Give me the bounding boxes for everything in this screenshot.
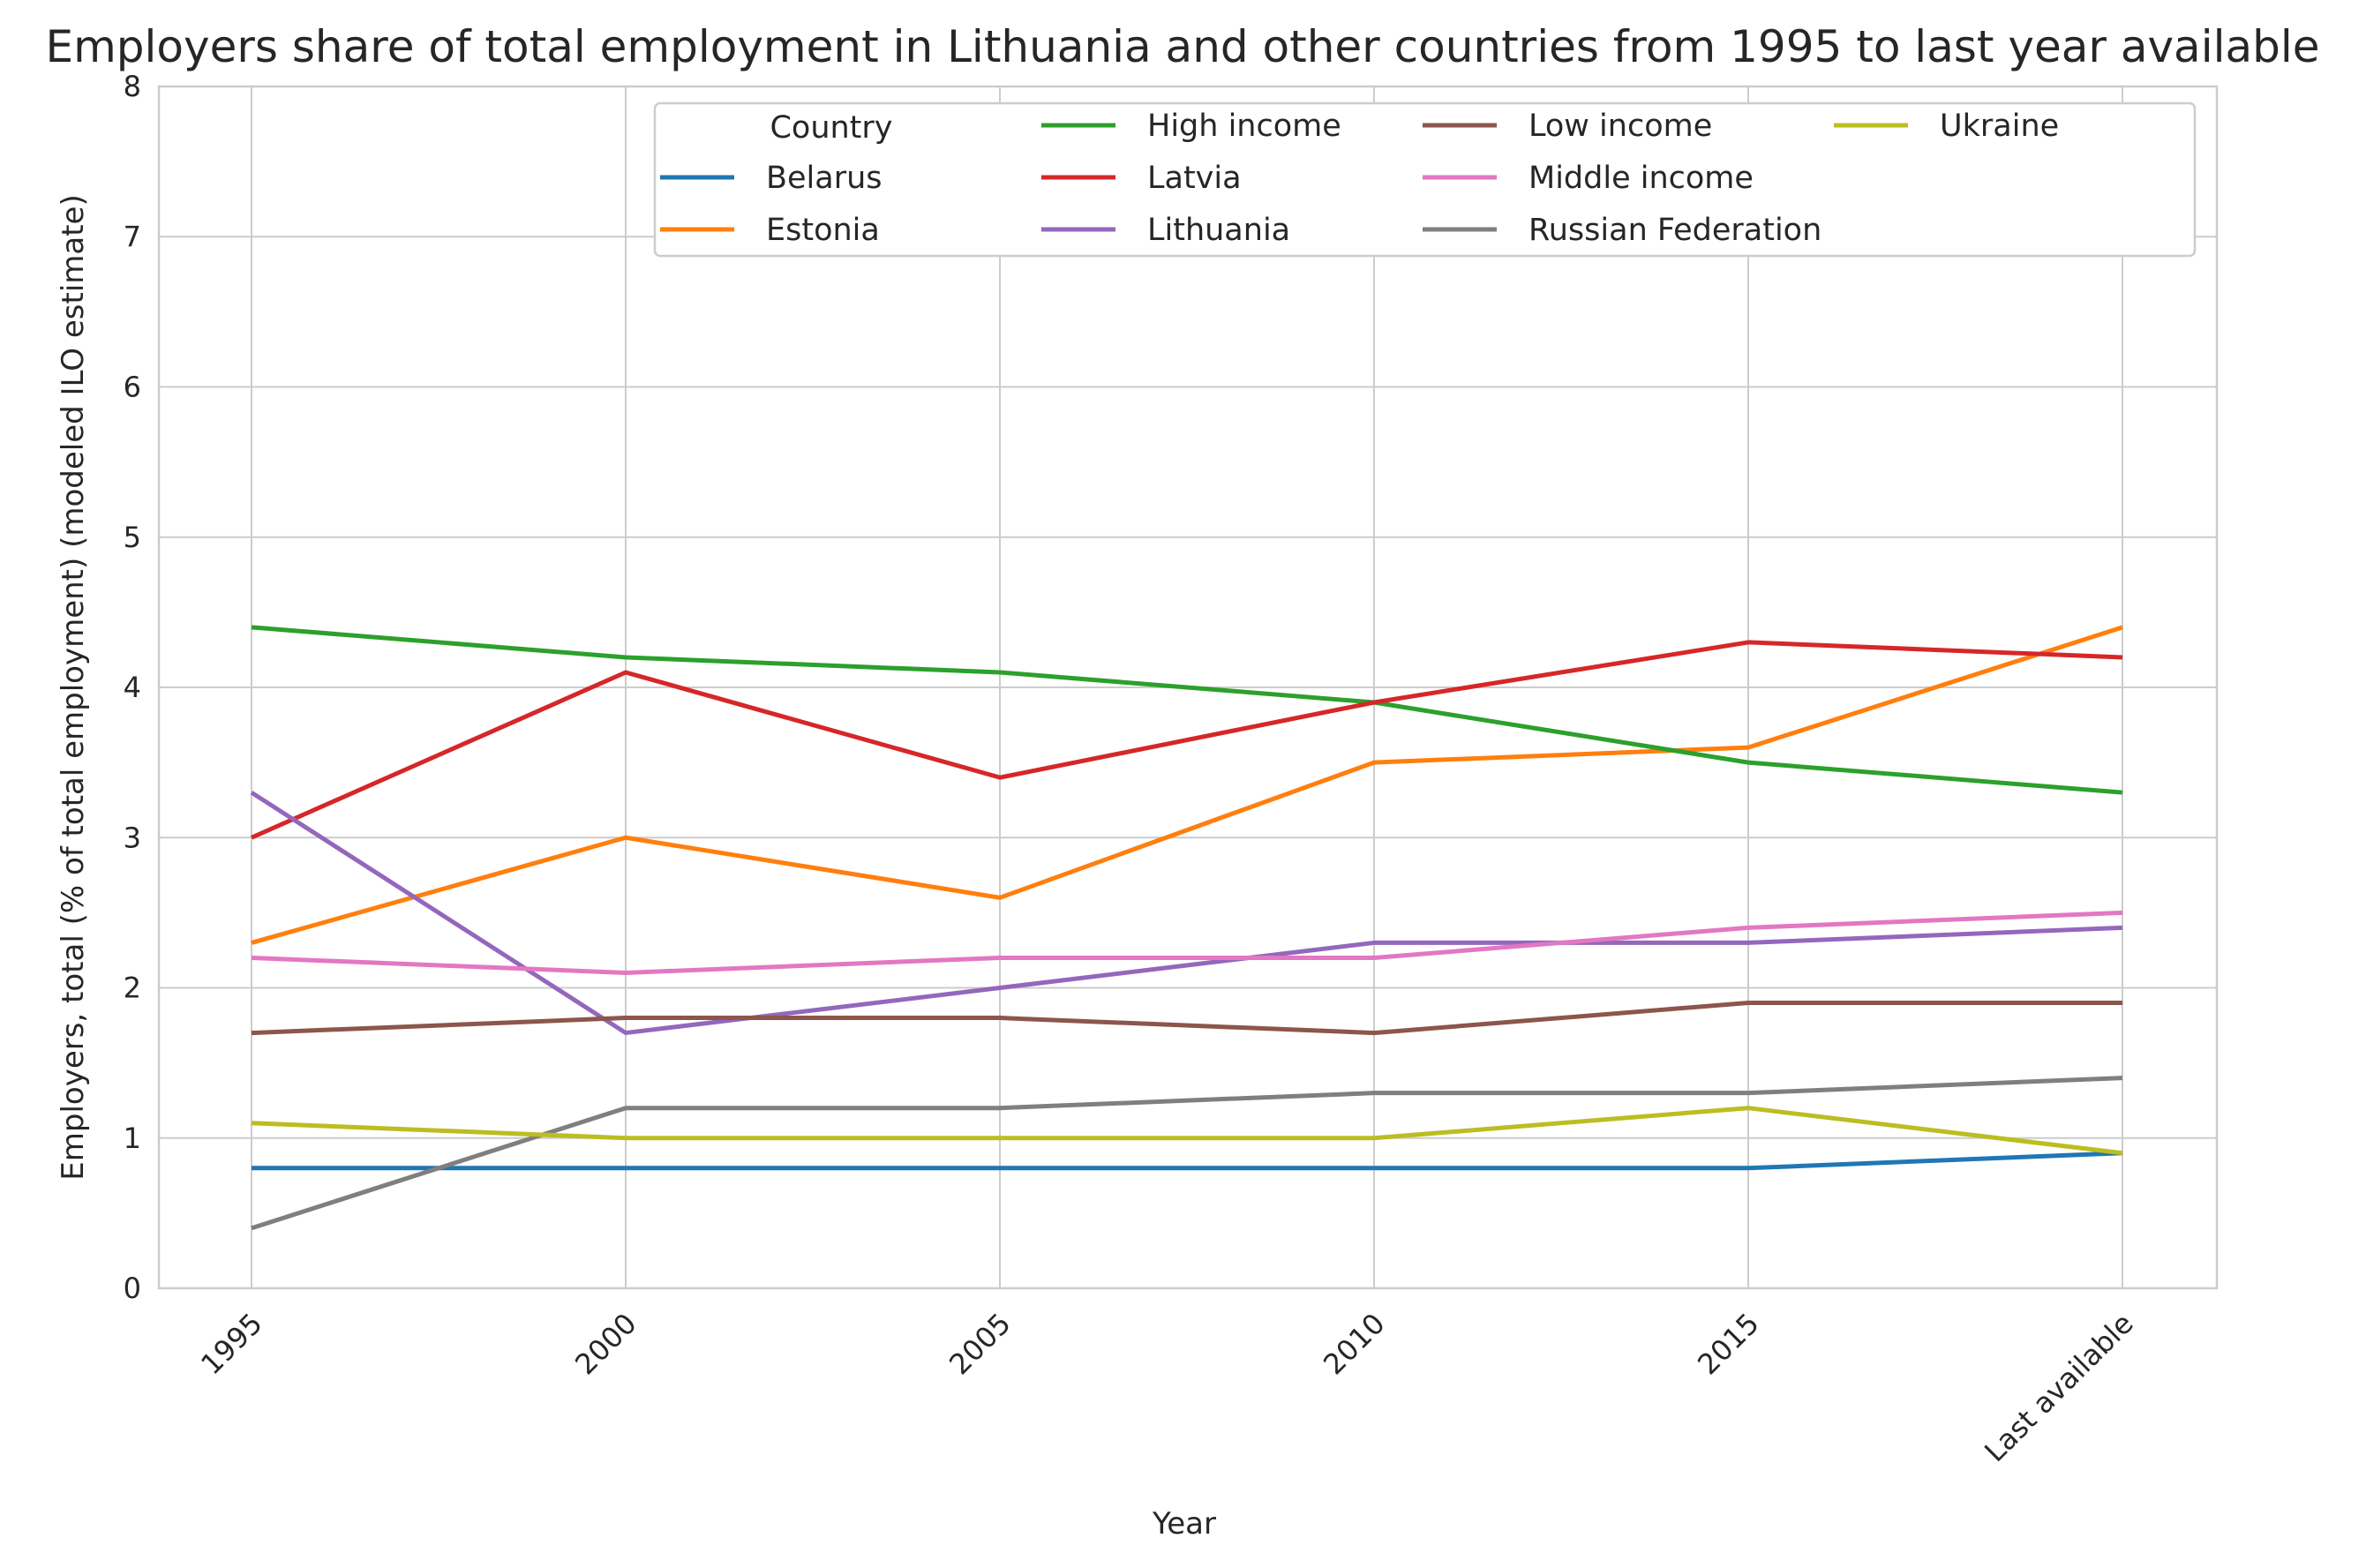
legend-label-middle-income: Middle income [1529, 161, 1754, 196]
x-tick-label-2010: 2010 [1317, 1307, 1391, 1381]
x-tick-label-2005: 2005 [943, 1307, 1017, 1381]
legend-label-russian-federation: Russian Federation [1529, 213, 1821, 248]
x-tick-labels: 1995 2000 2005 2010 2015 Last available [194, 1307, 2139, 1468]
y-tick-label-4: 4 [124, 671, 141, 704]
plot-frame [157, 85, 2219, 1290]
legend: Country Belarus Estonia High income Latvia L… [653, 101, 2197, 258]
series-line-russian-federation [251, 1076, 2123, 1231]
series-line-low-income [251, 1001, 2122, 1036]
series-line-belarus [252, 1151, 2123, 1171]
legend-label-estonia: Estonia [766, 213, 880, 248]
x-tick-label-2015: 2015 [1691, 1307, 1765, 1381]
x-tick-label-last-available: Last available [1978, 1307, 2139, 1468]
y-tick-label-1: 1 [124, 1122, 141, 1155]
y-tick-label-6: 6 [124, 371, 141, 404]
y-tick-label-3: 3 [124, 821, 141, 854]
y-tick-labels: 0 1 2 3 4 5 6 7 8 [124, 70, 141, 1305]
legend-title: Country [770, 110, 892, 146]
series-line-lithuania [250, 791, 2123, 1036]
legend-label-latvia: Latvia [1147, 161, 1242, 196]
x-tick-label-2000: 2000 [568, 1307, 642, 1381]
series-line-ukraine [251, 1106, 2123, 1156]
chart-title: Employers share of total employment in L… [45, 21, 2319, 72]
series-line-high-income [251, 625, 2123, 795]
y-axis-label: Employers, total (% of total employment)… [56, 194, 91, 1180]
series-line-latvia [250, 640, 2123, 840]
y-tick-label-0: 0 [124, 1272, 141, 1305]
legend-label-low-income: Low income [1529, 109, 1712, 144]
series-line-estonia [251, 625, 2123, 945]
y-tick-label-7: 7 [124, 220, 141, 253]
series-line-middle-income [251, 910, 2123, 975]
legend-label-ukraine: Ukraine [1940, 109, 2059, 144]
y-tick-label-5: 5 [124, 521, 141, 554]
legend-items: Belarus Estonia High income Latvia Lithuania… [660, 109, 2059, 248]
series-layer [250, 625, 2123, 1231]
y-tick-label-8: 8 [124, 70, 141, 103]
y-tick-label-2: 2 [124, 972, 141, 1005]
legend-label-belarus: Belarus [766, 161, 883, 196]
legend-label-lithuania: Lithuania [1147, 213, 1290, 248]
legend-label-high-income: High income [1147, 109, 1341, 144]
x-axis-label: Year [1152, 1506, 1216, 1542]
x-tick-label-1995: 1995 [194, 1307, 268, 1381]
